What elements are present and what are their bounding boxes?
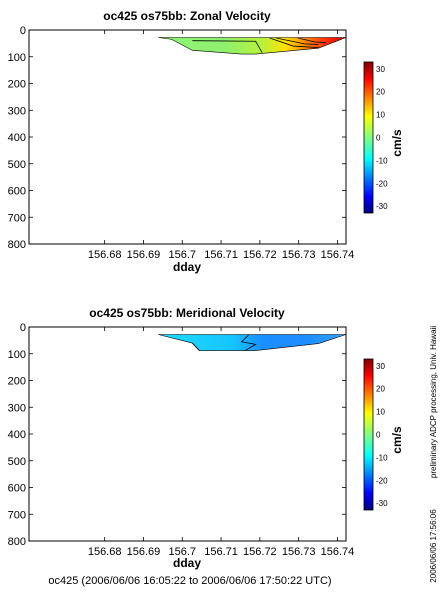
meridional-ytick-label: 100 [8,349,26,361]
footer-time-range: oc425 (2006/06/06 16:05:22 to 2006/06/06… [48,575,331,587]
zonal-colorbar-tick-label: 20 [376,88,385,97]
meridional-title: oc425 os75bb: Meridional Velocity [89,306,285,320]
zonal-xtick-label: 156.71 [204,249,238,261]
zonal-xtick-label: 156.72 [243,249,277,261]
zonal-colorbar-tick-label: 0 [376,134,381,143]
meridional-xtick-label: 156.68 [88,546,122,558]
zonal-title: oc425 os75bb: Zonal Velocity [103,9,271,23]
processing-note: preliminary ADCP processing, Univ. Hawai… [429,326,438,478]
zonal-velocity-section [158,37,347,55]
meridional-colorbar [363,358,374,511]
timestamp-note: 2006/06/06 17:56:06 [429,509,438,583]
zonal-contour-line [192,40,263,53]
zonal-colorbar-label: cm/s [390,129,404,157]
meridional-xtick-label: 156.73 [282,546,316,558]
meridional-ytick-label: 500 [8,456,26,468]
zonal-ytick-label: 400 [8,132,26,144]
zonal-colorbar-tick-label: 30 [376,65,385,74]
zonal-colorbar-tick-label: -10 [376,156,388,165]
meridional-colorbar-tick-label: -30 [376,499,388,508]
meridional-ytick-label: 200 [8,376,26,388]
zonal-colorbar-tick-label: -20 [376,179,388,188]
zonal-xtick-label: 156.7 [168,249,196,261]
zonal-marks: 156.68 156.69 156.7 156.71 156.72 156.73 156.7… [8,25,388,261]
meridional-xtick-label: 156.72 [243,546,277,558]
zonal-ytick-label: 300 [8,105,26,117]
meridional-panel: oc425 os75bb: Meridional Velocity 156.68… [8,306,404,570]
zonal-contour-line [297,37,326,43]
meridional-colorbar-tick-label: -10 [376,453,388,462]
meridional-plot-area [28,326,347,542]
zonal-ytick-label: 700 [8,212,26,224]
meridional-ytick-label: 800 [8,536,26,548]
meridional-colorbar-tick-label: -20 [376,476,388,485]
meridional-colorbar-tick-label: 30 [376,362,385,371]
meridional-colorbar-label: cm/s [390,426,404,454]
zonal-colorbar-tick-label: 10 [376,111,385,120]
zonal-xlabel: dday [173,260,201,274]
meridional-xtick-label: 156.69 [127,546,161,558]
meridional-contour-line [192,342,200,351]
zonal-ytick-label: 100 [8,52,26,64]
zonal-xtick-label: 156.69 [127,249,161,261]
meridional-ytick-label: 400 [8,429,26,441]
meridional-xlabel: dday [173,556,201,570]
zonal-panel: oc425 os75bb: Zonal Velocity 156.68 156.6… [8,9,404,274]
zonal-ytick-label: 200 [8,79,26,91]
meridional-ytick-label: 0 [20,322,26,334]
meridional-colorbar-tick-label: 20 [376,385,385,394]
meridional-contour-line [240,334,257,351]
zonal-plot-area [28,29,347,245]
meridional-xtick-label: 156.71 [204,546,238,558]
meridional-colorbar-tick-label: 10 [376,408,385,417]
zonal-xtick-label: 156.68 [88,249,122,261]
zonal-colorbar [363,61,374,214]
zonal-ytick-label: 800 [8,239,26,251]
meridional-ytick-label: 600 [8,483,26,495]
zonal-contour-line [276,37,319,45]
zonal-ytick-label: 600 [8,186,26,198]
meridional-xtick-label: 156.7 [168,546,196,558]
zonal-xtick-label: 156.73 [282,249,316,261]
meridional-xtick-label: 156.74 [321,546,355,558]
meridional-colorbar-tick-label: 0 [376,431,381,440]
meridional-ytick-label: 700 [8,509,26,521]
zonal-xtick-label: 156.74 [321,249,355,261]
meridional-ytick-label: 300 [8,402,26,414]
zonal-ytick-label: 500 [8,159,26,171]
zonal-colorbar-tick-label: -30 [376,202,388,211]
zonal-ytick-label: 0 [20,25,26,37]
zonal-contour-line [269,37,319,49]
